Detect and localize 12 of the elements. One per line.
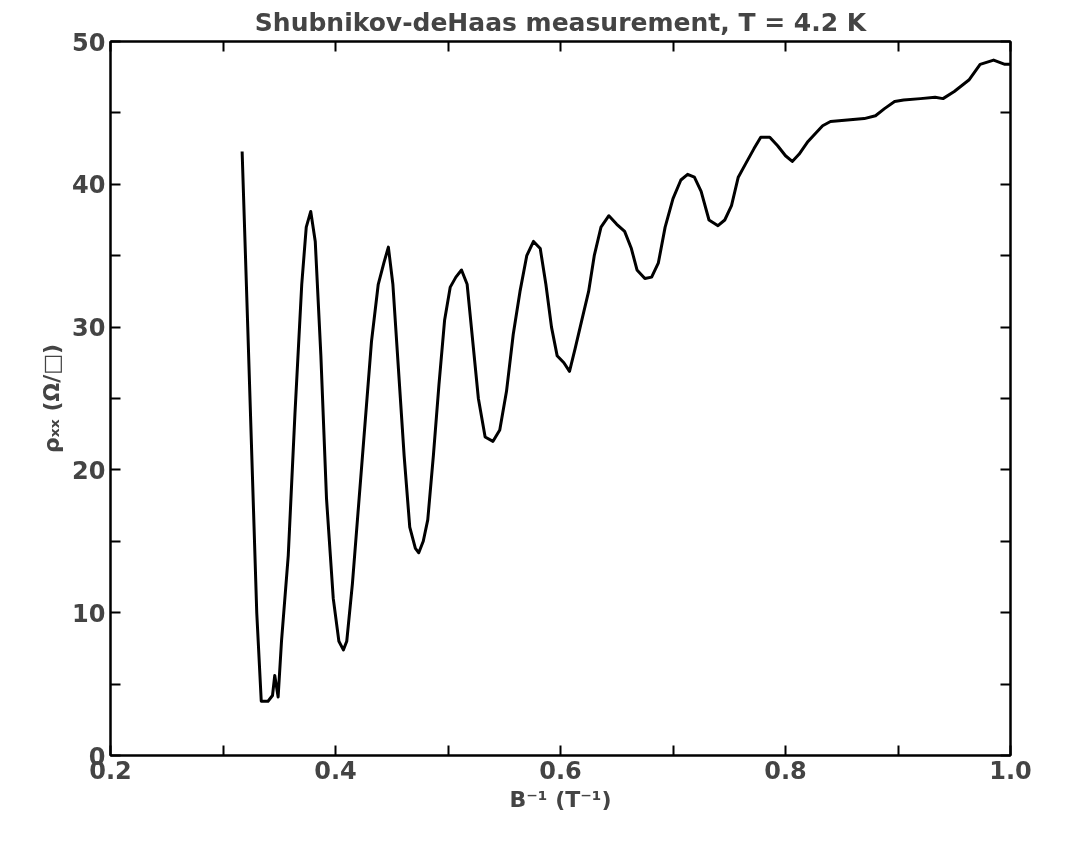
chart-title: Shubnikov-deHaas measurement, T = 4.2 K <box>254 7 868 37</box>
x-tick-label: 0.6 <box>539 756 582 785</box>
y-tick-label: 50 <box>72 28 106 57</box>
x-tick-label: 0.4 <box>314 756 357 785</box>
x-axis-title: B⁻¹ (T⁻¹) <box>509 786 612 812</box>
y-tick-label: 20 <box>72 456 106 485</box>
y-tick-label: 10 <box>72 599 106 628</box>
x-tick-label: 0.8 <box>764 756 807 785</box>
x-tick-label: 1.0 <box>989 756 1032 785</box>
y-tick-label: 30 <box>72 314 106 343</box>
y-axis-title: ρₓₓ (Ω/□) <box>39 343 65 454</box>
y-tick-label: 40 <box>72 171 106 200</box>
